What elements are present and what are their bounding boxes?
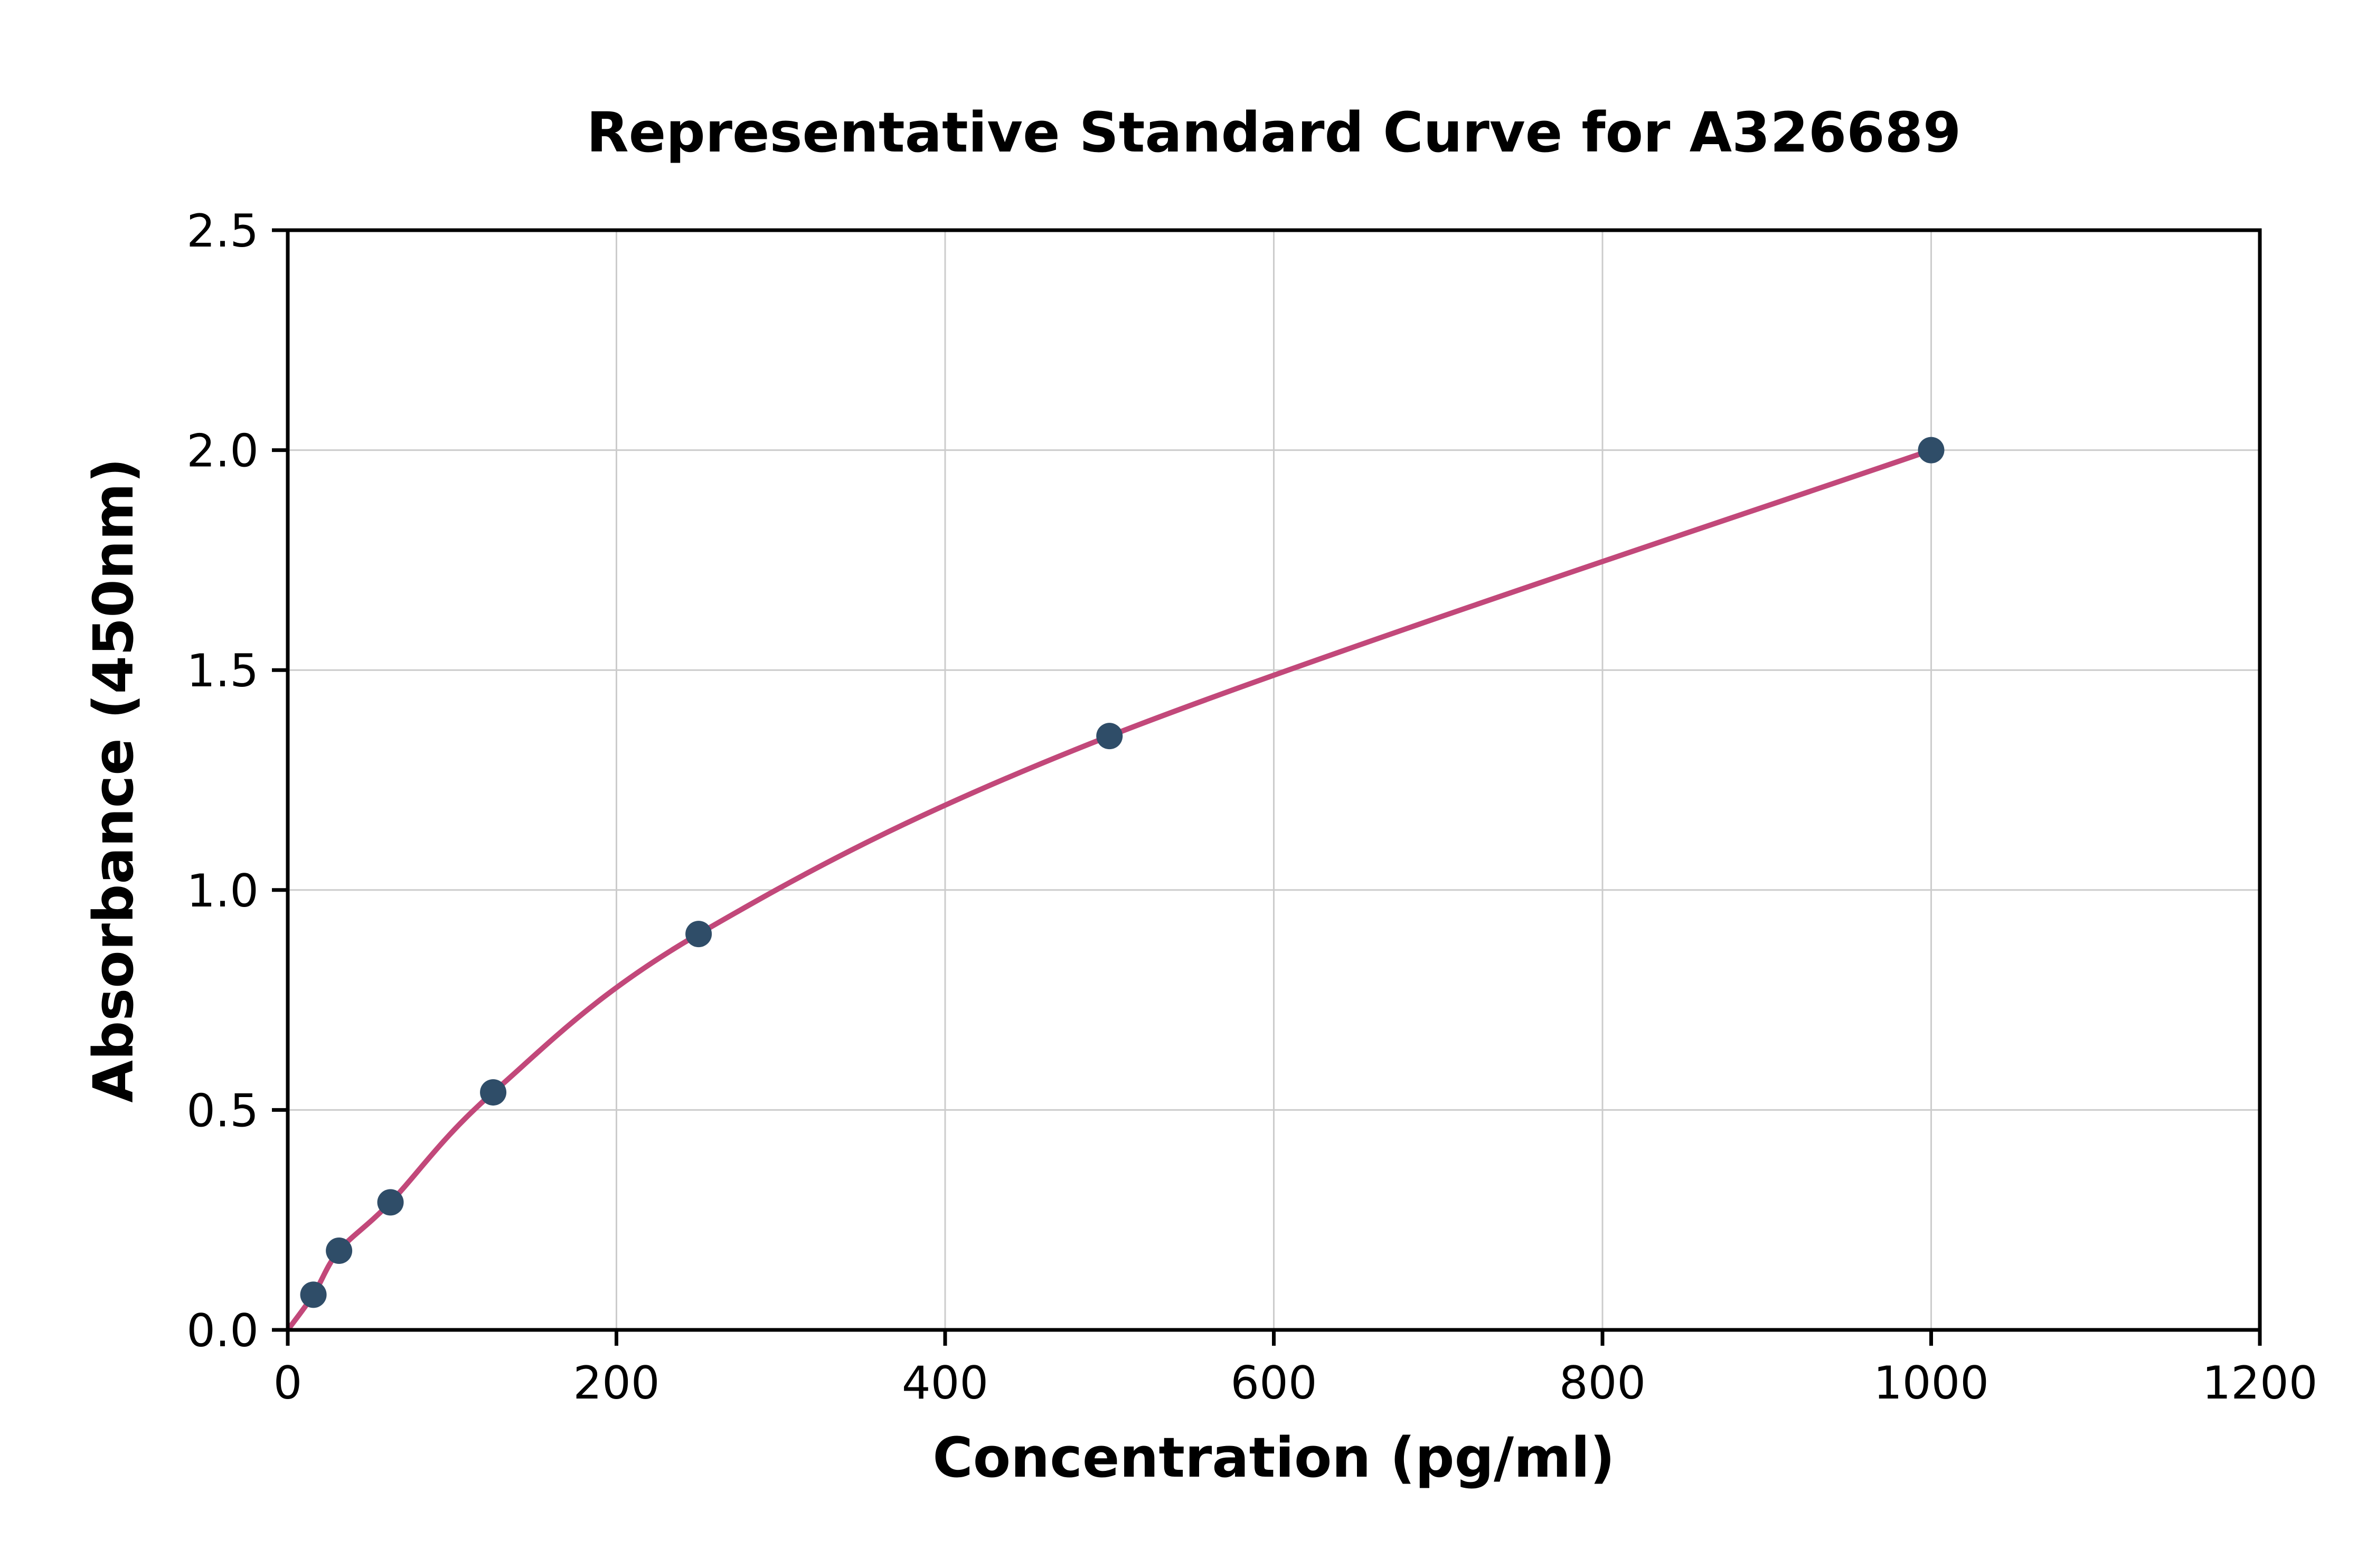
x-tick-label: 1000: [1873, 1357, 1989, 1410]
x-axis-label: Concentration (pg/ml): [932, 1425, 1615, 1490]
x-tick-label: 800: [1559, 1357, 1646, 1410]
data-point: [685, 921, 712, 948]
data-point: [1918, 437, 1945, 464]
chart-title: Representative Standard Curve for A32668…: [586, 100, 1962, 165]
y-tick-label: 0.5: [186, 1084, 259, 1137]
x-tick-label: 200: [573, 1357, 659, 1410]
x-tick-label: 0: [274, 1357, 303, 1410]
x-tick-label: 1200: [2202, 1357, 2318, 1410]
data-point: [300, 1281, 327, 1308]
y-tick-label: 1.0: [186, 865, 259, 918]
y-tick-label: 2.5: [186, 205, 259, 258]
data-point: [326, 1238, 353, 1264]
x-tick-label: 400: [902, 1357, 988, 1410]
y-tick-label: 1.5: [186, 645, 259, 697]
data-point: [377, 1189, 404, 1216]
data-point: [1096, 723, 1123, 750]
y-tick-label: 2.0: [186, 425, 259, 478]
data-point: [480, 1079, 507, 1106]
y-tick-label: 0.0: [186, 1305, 259, 1357]
x-tick-label: 600: [1230, 1357, 1317, 1410]
